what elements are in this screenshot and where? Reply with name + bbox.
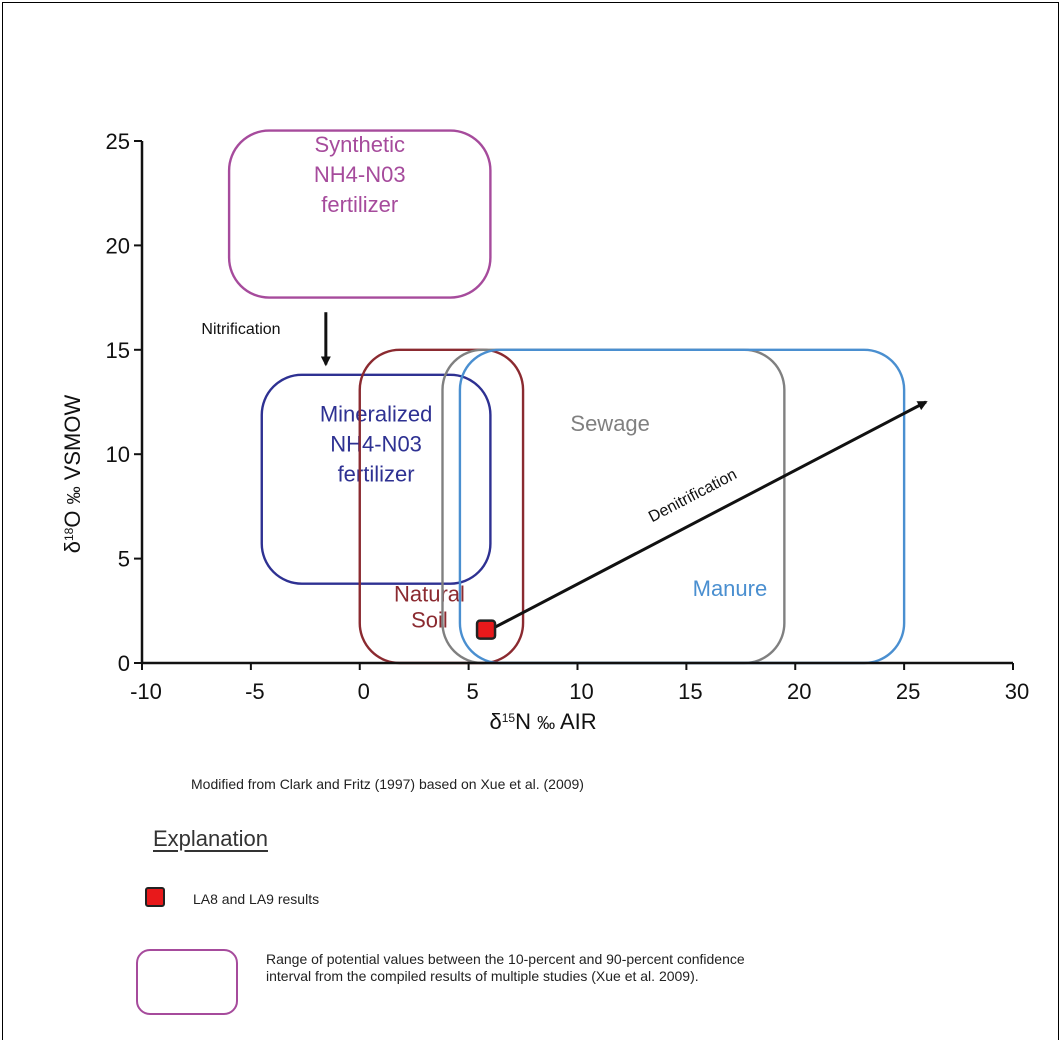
region-label-1-line-3: fertilizer xyxy=(321,192,398,217)
denitrification-arrow xyxy=(489,400,928,631)
range-box-swatch xyxy=(136,949,238,1015)
range-box-label: Range of potential values between the 10… xyxy=(266,951,745,984)
region-box-1 xyxy=(227,129,492,299)
x-axis-label: δ15N ‰ AIR xyxy=(489,709,596,734)
x-tick-label: 5 xyxy=(467,679,479,704)
explanation-title: Explanation xyxy=(153,826,268,851)
nitrification-label: Nitrification xyxy=(201,321,280,338)
y-axis-label: δ18O ‰ VSMOW xyxy=(60,395,85,554)
denitrification-label: Denitrification xyxy=(646,466,740,526)
y-tick-label: 0 xyxy=(118,651,130,676)
x-tick-label: 30 xyxy=(1005,679,1029,704)
figure-caption: Modified from Clark and Fritz (1997) bas… xyxy=(191,776,584,792)
region-label-1-line-1: Synthetic xyxy=(315,132,406,157)
region-label-1-line-2: NH4-N03 xyxy=(314,162,406,187)
x-tick-label: 15 xyxy=(678,679,702,704)
x-tick-label: -10 xyxy=(130,679,162,704)
region-label-2-line-2: NH4-N03 xyxy=(330,431,422,456)
x-tick-label: 20 xyxy=(787,679,811,704)
isotope-chart: Synthetic NH4-N03 fertilizer Mineralized NH4… xyxy=(60,129,1029,734)
region-label-2-line-3: fertilizer xyxy=(338,461,415,486)
y-tick-label: 25 xyxy=(106,129,130,154)
region-box-2 xyxy=(260,373,492,585)
x-tick-label: 0 xyxy=(358,679,370,704)
region-label-5-line-1: Manure xyxy=(693,576,768,601)
y-tick-label: 10 xyxy=(106,442,130,467)
x-tick-label: 25 xyxy=(896,679,920,704)
y-tick-label: 5 xyxy=(118,547,130,572)
region-label-2-line-1: Mineralized xyxy=(320,401,433,426)
results-marker-label: LA8 and LA9 results xyxy=(193,891,320,907)
region-label-3-line-1: Natural xyxy=(394,582,465,607)
region-label-4-line-1: Sewage xyxy=(570,411,650,436)
results-marker-swatch xyxy=(145,887,165,907)
y-tick-label: 15 xyxy=(106,338,130,363)
x-tick-label: -5 xyxy=(245,679,265,704)
result-point-1 xyxy=(475,619,497,640)
y-tick-label: 20 xyxy=(106,233,130,258)
x-tick-label: 10 xyxy=(569,679,593,704)
region-box-4 xyxy=(441,348,786,665)
